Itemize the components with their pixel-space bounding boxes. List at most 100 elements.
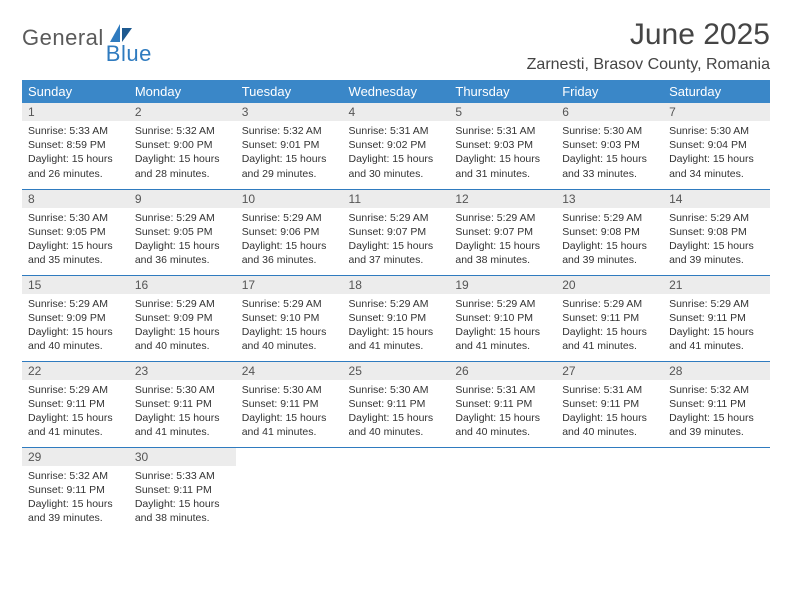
daylight-text: Daylight: 15 hours and 31 minutes.: [455, 152, 550, 180]
sunset-text: Sunset: 9:05 PM: [135, 225, 230, 239]
calendar-cell: 7Sunrise: 5:30 AMSunset: 9:04 PMDaylight…: [663, 103, 770, 189]
calendar-page: General Blue June 2025 Zarnesti, Brasov …: [0, 0, 792, 551]
calendar-cell: 27Sunrise: 5:31 AMSunset: 9:11 PMDayligh…: [556, 361, 663, 447]
sunset-text: Sunset: 9:11 PM: [28, 397, 123, 411]
day-content: Sunrise: 5:29 AMSunset: 9:09 PMDaylight:…: [129, 294, 236, 358]
day-content: Sunrise: 5:29 AMSunset: 9:07 PMDaylight:…: [343, 208, 450, 272]
day-content: Sunrise: 5:29 AMSunset: 9:11 PMDaylight:…: [663, 294, 770, 358]
daylight-text: Daylight: 15 hours and 40 minutes.: [562, 411, 657, 439]
calendar-cell: 15Sunrise: 5:29 AMSunset: 9:09 PMDayligh…: [22, 275, 129, 361]
sunrise-text: Sunrise: 5:29 AM: [562, 211, 657, 225]
day-number: 12: [449, 190, 556, 208]
sunrise-text: Sunrise: 5:30 AM: [28, 211, 123, 225]
daylight-text: Daylight: 15 hours and 41 minutes.: [135, 411, 230, 439]
day-number: 14: [663, 190, 770, 208]
calendar-cell: [236, 447, 343, 533]
weekday-header: Tuesday: [236, 80, 343, 103]
daylight-text: Daylight: 15 hours and 41 minutes.: [242, 411, 337, 439]
day-content: Sunrise: 5:29 AMSunset: 9:06 PMDaylight:…: [236, 208, 343, 272]
calendar-cell: 29Sunrise: 5:32 AMSunset: 9:11 PMDayligh…: [22, 447, 129, 533]
calendar-cell: 6Sunrise: 5:30 AMSunset: 9:03 PMDaylight…: [556, 103, 663, 189]
calendar-cell: 24Sunrise: 5:30 AMSunset: 9:11 PMDayligh…: [236, 361, 343, 447]
calendar-cell: 22Sunrise: 5:29 AMSunset: 9:11 PMDayligh…: [22, 361, 129, 447]
sunrise-text: Sunrise: 5:29 AM: [135, 297, 230, 311]
sunset-text: Sunset: 9:00 PM: [135, 138, 230, 152]
daylight-text: Daylight: 15 hours and 38 minutes.: [455, 239, 550, 267]
daylight-text: Daylight: 15 hours and 35 minutes.: [28, 239, 123, 267]
calendar-cell: 17Sunrise: 5:29 AMSunset: 9:10 PMDayligh…: [236, 275, 343, 361]
sunrise-text: Sunrise: 5:33 AM: [28, 124, 123, 138]
weekday-header: Friday: [556, 80, 663, 103]
sunset-text: Sunset: 9:11 PM: [242, 397, 337, 411]
day-number: 18: [343, 276, 450, 294]
sunrise-text: Sunrise: 5:32 AM: [135, 124, 230, 138]
calendar-cell: 26Sunrise: 5:31 AMSunset: 9:11 PMDayligh…: [449, 361, 556, 447]
daylight-text: Daylight: 15 hours and 36 minutes.: [242, 239, 337, 267]
day-number: 19: [449, 276, 556, 294]
day-content: Sunrise: 5:29 AMSunset: 9:07 PMDaylight:…: [449, 208, 556, 272]
calendar-cell: 8Sunrise: 5:30 AMSunset: 9:05 PMDaylight…: [22, 189, 129, 275]
calendar-cell: 13Sunrise: 5:29 AMSunset: 9:08 PMDayligh…: [556, 189, 663, 275]
day-content: Sunrise: 5:32 AMSunset: 9:01 PMDaylight:…: [236, 121, 343, 185]
day-content: Sunrise: 5:29 AMSunset: 9:05 PMDaylight:…: [129, 208, 236, 272]
calendar-table: Sunday Monday Tuesday Wednesday Thursday…: [22, 80, 770, 533]
daylight-text: Daylight: 15 hours and 29 minutes.: [242, 152, 337, 180]
sunset-text: Sunset: 9:07 PM: [349, 225, 444, 239]
day-number: 8: [22, 190, 129, 208]
sunset-text: Sunset: 9:02 PM: [349, 138, 444, 152]
day-number: 28: [663, 362, 770, 380]
day-number: 11: [343, 190, 450, 208]
sunrise-text: Sunrise: 5:31 AM: [455, 124, 550, 138]
sunset-text: Sunset: 9:11 PM: [135, 397, 230, 411]
calendar-cell: 14Sunrise: 5:29 AMSunset: 9:08 PMDayligh…: [663, 189, 770, 275]
daylight-text: Daylight: 15 hours and 36 minutes.: [135, 239, 230, 267]
calendar-cell: 16Sunrise: 5:29 AMSunset: 9:09 PMDayligh…: [129, 275, 236, 361]
sunset-text: Sunset: 9:11 PM: [669, 397, 764, 411]
calendar-row: 15Sunrise: 5:29 AMSunset: 9:09 PMDayligh…: [22, 275, 770, 361]
day-number: 26: [449, 362, 556, 380]
day-content: Sunrise: 5:29 AMSunset: 9:10 PMDaylight:…: [236, 294, 343, 358]
sunset-text: Sunset: 9:03 PM: [562, 138, 657, 152]
daylight-text: Daylight: 15 hours and 41 minutes.: [28, 411, 123, 439]
sunset-text: Sunset: 8:59 PM: [28, 138, 123, 152]
day-content: Sunrise: 5:30 AMSunset: 9:11 PMDaylight:…: [129, 380, 236, 444]
sunset-text: Sunset: 9:10 PM: [242, 311, 337, 325]
daylight-text: Daylight: 15 hours and 39 minutes.: [669, 411, 764, 439]
day-number: 29: [22, 448, 129, 466]
daylight-text: Daylight: 15 hours and 41 minutes.: [562, 325, 657, 353]
weekday-header: Thursday: [449, 80, 556, 103]
sunrise-text: Sunrise: 5:29 AM: [28, 297, 123, 311]
daylight-text: Daylight: 15 hours and 41 minutes.: [669, 325, 764, 353]
calendar-cell: 21Sunrise: 5:29 AMSunset: 9:11 PMDayligh…: [663, 275, 770, 361]
day-number: 30: [129, 448, 236, 466]
sunset-text: Sunset: 9:09 PM: [135, 311, 230, 325]
calendar-cell: [343, 447, 450, 533]
sunrise-text: Sunrise: 5:29 AM: [669, 211, 764, 225]
logo-text-blue: Blue: [106, 41, 152, 67]
calendar-cell: [556, 447, 663, 533]
day-content: Sunrise: 5:31 AMSunset: 9:11 PMDaylight:…: [556, 380, 663, 444]
daylight-text: Daylight: 15 hours and 38 minutes.: [135, 497, 230, 525]
sunrise-text: Sunrise: 5:29 AM: [455, 211, 550, 225]
calendar-cell: 1Sunrise: 5:33 AMSunset: 8:59 PMDaylight…: [22, 103, 129, 189]
sunrise-text: Sunrise: 5:30 AM: [135, 383, 230, 397]
day-content: Sunrise: 5:31 AMSunset: 9:03 PMDaylight:…: [449, 121, 556, 185]
daylight-text: Daylight: 15 hours and 34 minutes.: [669, 152, 764, 180]
sunrise-text: Sunrise: 5:32 AM: [669, 383, 764, 397]
logo: General Blue: [22, 24, 180, 51]
day-content: Sunrise: 5:29 AMSunset: 9:11 PMDaylight:…: [22, 380, 129, 444]
weekday-header: Sunday: [22, 80, 129, 103]
calendar-cell: 12Sunrise: 5:29 AMSunset: 9:07 PMDayligh…: [449, 189, 556, 275]
sunrise-text: Sunrise: 5:29 AM: [135, 211, 230, 225]
daylight-text: Daylight: 15 hours and 41 minutes.: [349, 325, 444, 353]
sunrise-text: Sunrise: 5:31 AM: [562, 383, 657, 397]
sunrise-text: Sunrise: 5:30 AM: [349, 383, 444, 397]
calendar-row: 22Sunrise: 5:29 AMSunset: 9:11 PMDayligh…: [22, 361, 770, 447]
sunrise-text: Sunrise: 5:30 AM: [242, 383, 337, 397]
sunset-text: Sunset: 9:10 PM: [455, 311, 550, 325]
weekday-header: Wednesday: [343, 80, 450, 103]
day-number: 17: [236, 276, 343, 294]
day-number: 15: [22, 276, 129, 294]
day-number: 21: [663, 276, 770, 294]
sunrise-text: Sunrise: 5:29 AM: [349, 297, 444, 311]
